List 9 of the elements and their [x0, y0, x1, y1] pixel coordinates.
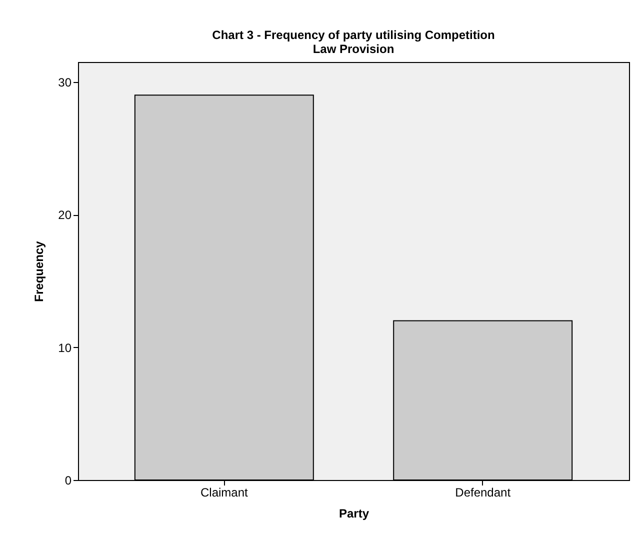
x-tick-label: Claimant [200, 486, 248, 500]
chart-title: Chart 3 - Frequency of party utilising Competition Law Provision [212, 28, 495, 56]
x-tick-label: Defendant [455, 486, 512, 500]
x-axis-title: Party [338, 506, 370, 520]
y-tick-label: 20 [58, 208, 72, 222]
y-tick-label: 30 [58, 75, 72, 90]
y-tick-label: 10 [58, 340, 72, 355]
y-tick-label: 0 [64, 474, 72, 488]
y-axis-title: Frequency [32, 240, 46, 302]
